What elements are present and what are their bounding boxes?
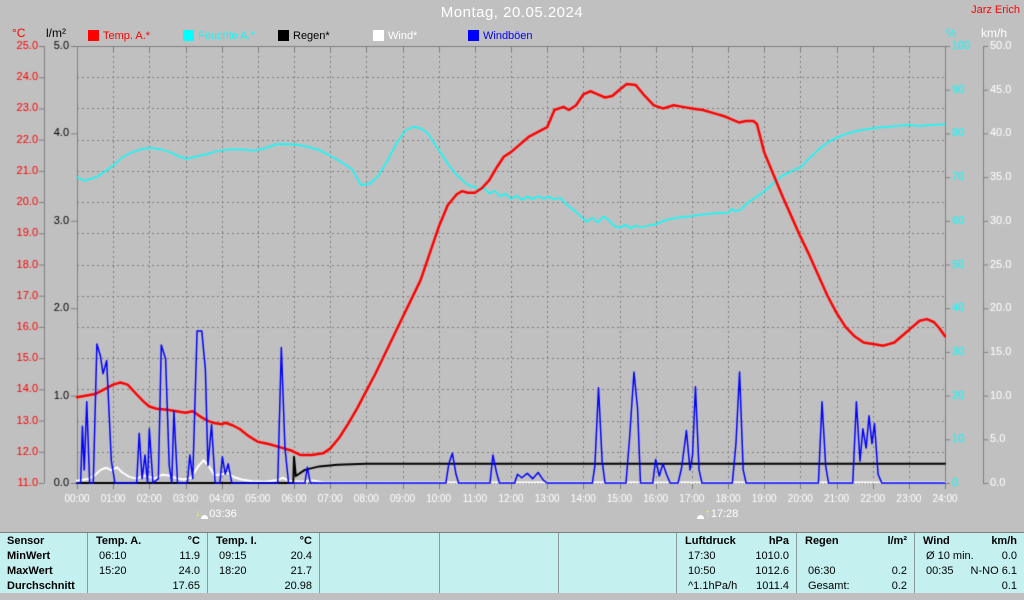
table-cell: Ø 10 min. 0.0 <box>926 550 1017 562</box>
table-cell: 18:20 21.7 <box>219 565 312 577</box>
page-title: Montag, 20.05.2024 <box>440 4 584 21</box>
table-column-header: Luftdruck hPa <box>685 535 789 547</box>
table-cell <box>559 579 676 593</box>
table-column-header: Wind km/h <box>923 535 1017 547</box>
legend-label: Feuchte A.* <box>198 29 255 42</box>
legend-item-wind: Wind* <box>373 29 417 42</box>
table-column-header: Temp. I. °C <box>216 535 312 547</box>
table-column <box>558 533 676 593</box>
table-row-label: MinWert <box>7 550 51 562</box>
rain-series-swatch-icon <box>278 30 289 41</box>
temp-axis-unit-label: °C <box>12 26 26 40</box>
table-cell <box>440 549 558 563</box>
table-column <box>439 533 558 593</box>
moonset-marker: ↓ 03:36 <box>195 507 237 521</box>
up-arrow-icon: ↑ <box>704 508 710 519</box>
humidity-axis-unit-label: % <box>946 26 957 40</box>
table-cell: 10:50 1012.6 <box>688 565 789 577</box>
table-column-header <box>559 534 676 548</box>
wind-series-swatch-icon <box>373 30 384 41</box>
table-cell: 00:35 N-NO 6.1 <box>926 565 1017 577</box>
table-cell <box>320 579 439 593</box>
legend-label: Wind* <box>388 29 418 42</box>
station-name: Jarz Erich <box>971 4 1020 16</box>
table-cell: 20.98 <box>284 580 312 592</box>
table-cell: Gesamt: 0.2 <box>808 580 907 592</box>
legend-item-humidity: Feuchte A.* <box>183 29 255 42</box>
table-cell: ^1.1hPa/h 1011.4 <box>688 580 789 592</box>
table-cell: 06:10 11.9 <box>99 550 200 562</box>
weather-chart-canvas <box>0 0 1024 532</box>
table-cell <box>320 549 439 563</box>
table-column-luftdruck: Luftdruck hPa 17:30 1010.0 10:50 1012.6 ^1.1hP… <box>676 533 796 593</box>
table-row-label-column: Sensor MinWert MaxWert Durchschnitt <box>0 533 87 593</box>
legend-label: Regen* <box>293 29 330 42</box>
table-cell <box>440 579 558 593</box>
table-cell <box>559 564 676 578</box>
table-cell <box>797 549 914 563</box>
table-column-temp-i-: Temp. I. °C 09:15 20.4 18:20 21.7 20.98 <box>207 533 319 593</box>
legend-label: Windböen <box>483 29 533 42</box>
gust-series-swatch-icon <box>468 30 479 41</box>
table-cell: 15:20 24.0 <box>99 565 200 577</box>
legend-item-temp: Temp. A.* <box>88 29 150 42</box>
rain-axis-unit-label: l/m² <box>46 26 66 40</box>
table-cell <box>440 564 558 578</box>
table-column-wind: Wind km/h Ø 10 min. 0.0 00:35 N-NO 6.1 0.1 <box>914 533 1024 593</box>
table-column-header: Temp. A. °C <box>96 535 200 547</box>
temp-series-swatch-icon <box>88 30 99 41</box>
table-row-label: MaxWert <box>7 565 53 577</box>
table-column-header <box>440 534 558 548</box>
table-column <box>319 533 439 593</box>
table-column-regen: Regen l/m² 06:30 0.2 Gesamt: 0.2 <box>796 533 914 593</box>
legend-label: Temp. A.* <box>103 29 151 42</box>
moonrise-time-label: 17:28 <box>710 508 739 520</box>
table-column-header: Regen l/m² <box>805 535 907 547</box>
table-cell: 09:15 20.4 <box>219 550 312 562</box>
table-cell: 17:30 1010.0 <box>688 550 789 562</box>
table-cell: 17.65 <box>172 580 200 592</box>
legend-item-gusts: Windböen <box>468 29 533 42</box>
table-cell <box>559 549 676 563</box>
table-cell <box>320 564 439 578</box>
legend-item-rain: Regen* <box>278 29 330 42</box>
humidity-series-swatch-icon <box>183 30 194 41</box>
moonrise-marker: ↑ 17:28 <box>696 507 739 521</box>
moonset-icon <box>201 515 209 519</box>
table-row-label: Durchschnitt <box>7 580 75 592</box>
table-column-header <box>320 534 439 548</box>
moonrise-icon <box>696 515 704 519</box>
stats-table: Sensor MinWert MaxWert Durchschnitt Temp. A.… <box>0 532 1024 593</box>
table-cell: 06:30 0.2 <box>808 565 907 577</box>
table-row-label: Sensor <box>7 535 45 547</box>
table-column-temp-a-: Temp. A. °C 06:10 11.9 15:20 24.0 17.65 <box>87 533 207 593</box>
table-cell: 0.1 <box>1001 580 1017 592</box>
down-arrow-icon: ↓ <box>195 508 201 519</box>
moonset-time-label: 03:36 <box>209 508 237 520</box>
wind-axis-unit-label: km/h <box>981 26 1008 40</box>
